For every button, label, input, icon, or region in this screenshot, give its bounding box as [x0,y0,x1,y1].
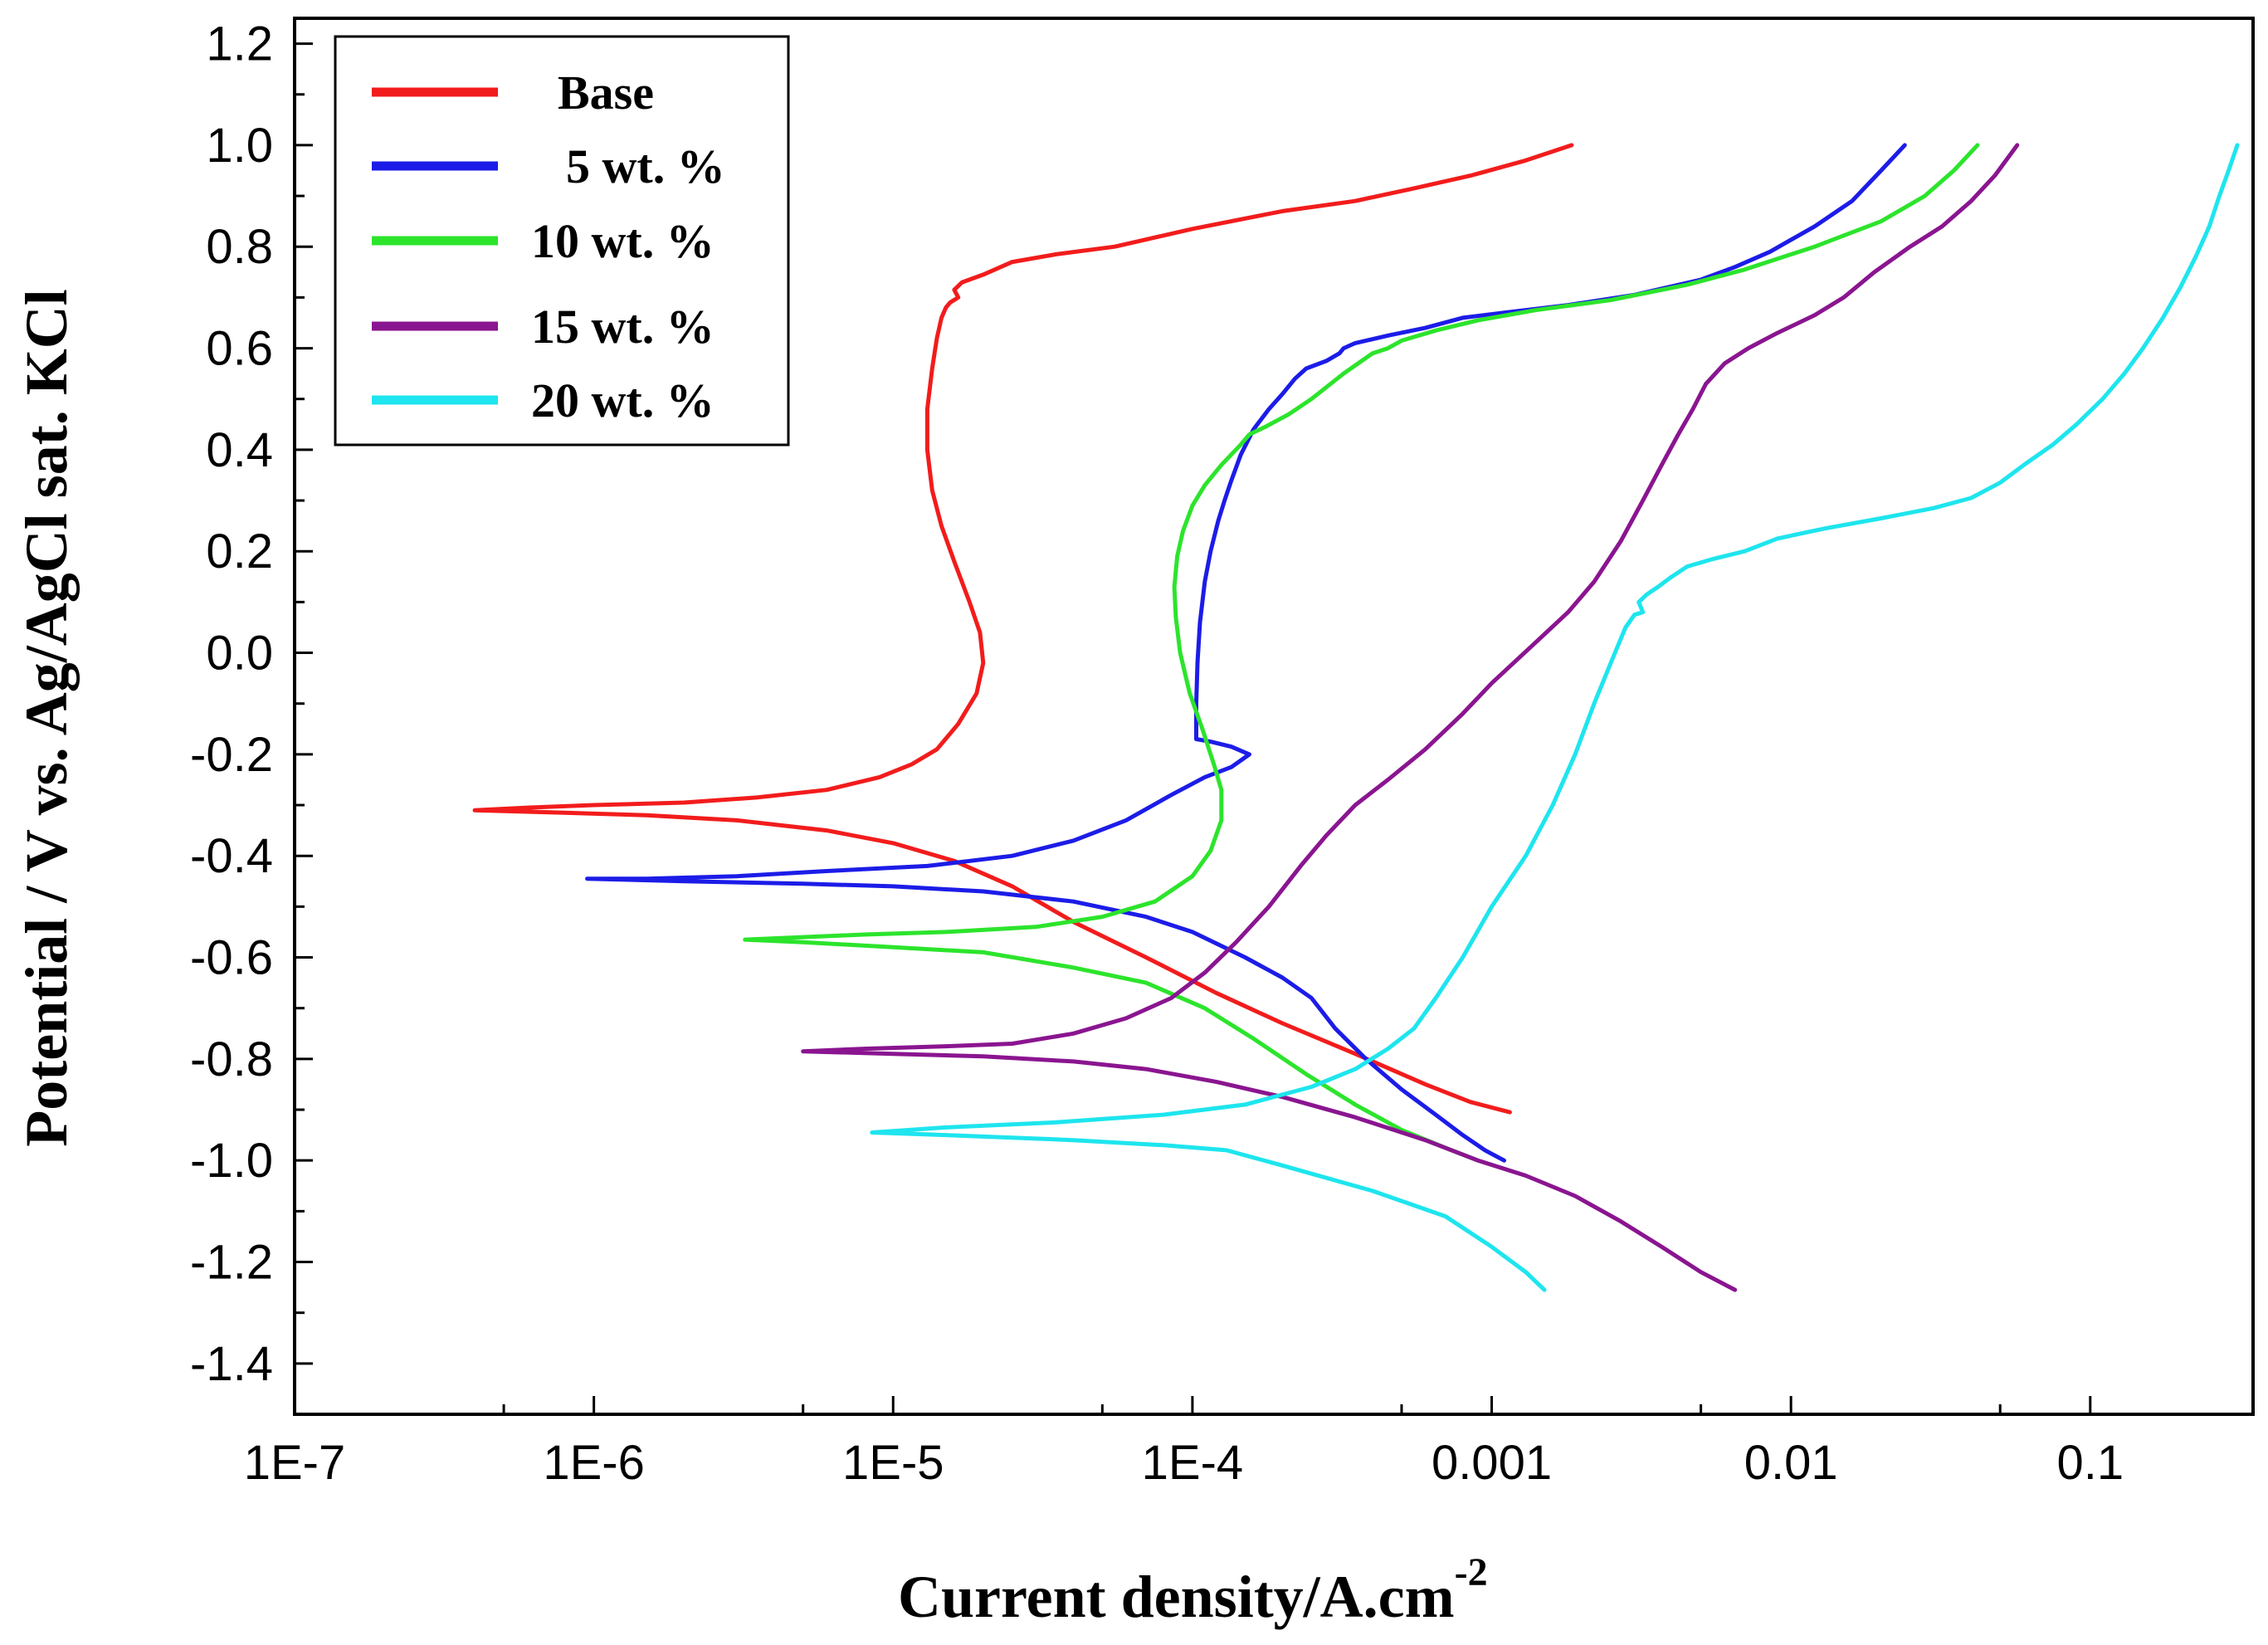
x-tick-label: 1E-6 [543,1436,645,1490]
y-tick-label: -1.0 [190,1134,273,1188]
y-tick-label: -0.4 [190,829,273,883]
y-tick-label: 0.8 [206,220,273,274]
x-tick-label: 1E-5 [842,1436,944,1490]
y-tick-label: -0.2 [190,728,273,782]
legend: Base 5 wt. % 10 wt. % 15 wt. % 20 wt. % [334,35,790,447]
y-tick-label: 0.0 [206,627,273,681]
x-tick-label: 0.001 [1432,1436,1552,1490]
y-tick-label: 0.6 [206,322,273,376]
y-tick-label: -1.4 [190,1337,273,1391]
series-line-15-wt [801,143,2020,1292]
legend-label: Base [558,66,654,120]
series-line-5-wt [585,143,1907,1163]
y-tick-label: -0.8 [190,1032,273,1086]
series-layer [472,143,2240,1292]
y-tick-label: 0.2 [206,525,273,578]
series-line-10-wt [743,143,1980,1163]
x-tick-label: 0.1 [2056,1436,2124,1490]
y-tick-label: 1.2 [206,17,273,71]
y-tick-label: -0.6 [190,931,273,985]
y-tick-label: 1.0 [206,119,273,173]
y-axis-title: Potential / V vs. Ag/AgCl sat. KCl [13,289,80,1146]
ticks-layer: 1E-7 1E-6 1E-5 1E-4 0.001 0.01 0.1 1.2 1.0 0.8 0.6… [190,17,2124,1490]
x-tick-label: 1E-7 [244,1436,346,1490]
legend-label: 20 wt. % [531,373,715,427]
x-axis-title-superscript: -2 [1455,1550,1488,1594]
x-axis-title-main: Current density/A.cm [898,1564,1455,1630]
y-tick-label: -1.2 [190,1236,273,1290]
x-tick-label: 0.01 [1744,1436,1838,1490]
legend-label: 10 wt. % [531,214,715,268]
legend-label: 15 wt. % [531,300,715,354]
series-line-20-wt [870,143,2240,1292]
plot-frame [293,17,2255,1416]
x-tick-label: 1E-4 [1142,1436,1244,1490]
x-axis-title: Current density/A.cm-2 [898,1550,1488,1630]
series-line-base [472,143,1574,1115]
y-tick-label: 0.4 [206,423,273,477]
legend-label: 5 wt. % [566,139,725,193]
